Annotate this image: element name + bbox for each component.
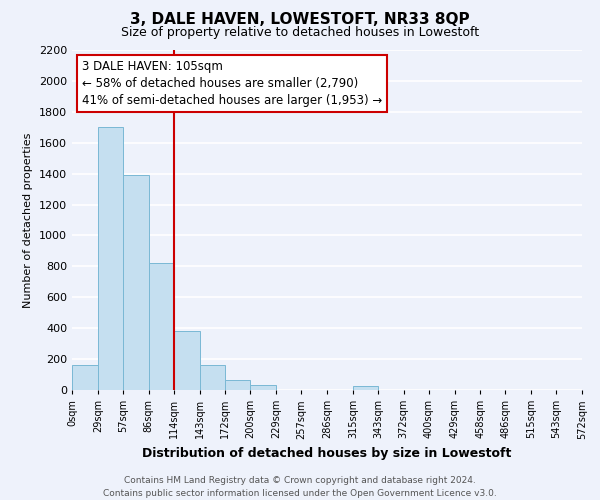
- Bar: [353, 386, 378, 390]
- Bar: [226, 380, 250, 390]
- Text: 3 DALE HAVEN: 105sqm
← 58% of detached houses are smaller (2,790)
41% of semi-de: 3 DALE HAVEN: 105sqm ← 58% of detached h…: [82, 60, 382, 107]
- Bar: [98, 128, 123, 390]
- Bar: [123, 175, 149, 390]
- X-axis label: Distribution of detached houses by size in Lowestoft: Distribution of detached houses by size …: [142, 447, 512, 460]
- Text: Size of property relative to detached houses in Lowestoft: Size of property relative to detached ho…: [121, 26, 479, 39]
- Bar: [149, 264, 173, 390]
- Bar: [250, 386, 276, 390]
- Bar: [173, 332, 199, 390]
- Y-axis label: Number of detached properties: Number of detached properties: [23, 132, 34, 308]
- Text: Contains HM Land Registry data © Crown copyright and database right 2024.
Contai: Contains HM Land Registry data © Crown c…: [103, 476, 497, 498]
- Bar: [72, 366, 98, 390]
- Text: 3, DALE HAVEN, LOWESTOFT, NR33 8QP: 3, DALE HAVEN, LOWESTOFT, NR33 8QP: [130, 12, 470, 28]
- Bar: [199, 366, 226, 390]
